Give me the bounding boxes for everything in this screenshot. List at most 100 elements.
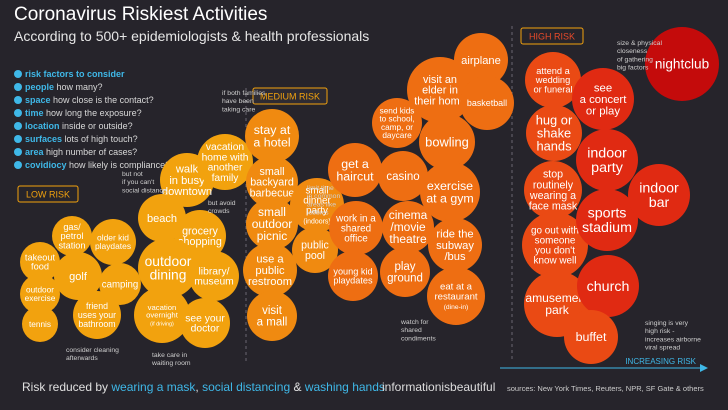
legend-key: location: [25, 121, 60, 131]
page-subtitle: According to 500+ epidemiologists & heal…: [14, 28, 370, 44]
bubble-label: takeout: [25, 253, 56, 263]
bubble-label: ride the: [436, 229, 473, 241]
risk-axis-label: INCREASING RISK: [625, 357, 696, 366]
bubble-circle: [378, 151, 428, 201]
bubble-label: get a: [341, 157, 369, 171]
location-bullet-icon: [14, 122, 22, 130]
space-bullet-icon: [14, 96, 22, 104]
bubble-label: tennis: [29, 320, 51, 329]
annotation-text: watch for: [400, 319, 429, 326]
surfaces-bullet-icon: [14, 135, 22, 143]
annotation-text: shared: [401, 327, 422, 334]
info-bullet-icon: [14, 70, 22, 78]
legend-desc: inside or outside?: [62, 121, 133, 131]
bubble-label: shopping: [178, 236, 222, 248]
bubble-circle: [189, 251, 239, 301]
activity-bubble: buffet: [564, 310, 618, 364]
bubble-label: someone: [535, 235, 576, 246]
bubble-circle: [524, 161, 582, 219]
bubble-label: casino: [386, 171, 419, 183]
bubble-circle: [20, 274, 60, 314]
bubble-label: work in a: [335, 213, 376, 224]
legend-row: space how close is the contact?: [14, 94, 170, 107]
bubble-circle: [180, 298, 230, 348]
bubble-circle: [564, 310, 618, 364]
bubble-label: visit: [262, 305, 283, 317]
bubble-circle: [247, 291, 297, 341]
risk-factors-legend: risk factors to consider people how many…: [14, 68, 170, 172]
activity-bubble: beach: [138, 194, 186, 242]
annotation-text: condiments: [401, 335, 436, 342]
bubble-label: /movie: [390, 220, 426, 234]
legend-desc: how close is the contact?: [53, 95, 154, 105]
bubble-label: see: [594, 82, 612, 94]
bubble-circle: [90, 219, 136, 265]
bubble-circle: [420, 162, 480, 222]
bubble-label: small: [258, 205, 286, 219]
bubble-label: (dine-in): [444, 304, 469, 311]
bubble-label: museum: [194, 277, 234, 288]
bubble-label: outdoor: [145, 254, 192, 269]
bubble-label: indoor: [587, 146, 627, 162]
bubble-circle: [22, 306, 58, 342]
bubble-circle: [138, 238, 198, 298]
annotation-text: limit time: [307, 185, 334, 192]
bubble-circle: [246, 156, 298, 208]
bubble-label: shared: [341, 223, 371, 234]
bubble-label: older kid: [97, 233, 129, 243]
footer-sep: &: [290, 380, 305, 394]
bubble-label: ground: [387, 273, 423, 285]
bubble-label: indoor: [639, 181, 679, 197]
activity-bubble: casino: [378, 151, 428, 201]
bubble-circle: [372, 98, 422, 148]
bubble-label: hands: [536, 138, 571, 153]
bubble-label: a concert: [580, 94, 628, 106]
risk-category-box: [520, 27, 584, 45]
annotation-text: have been: [222, 98, 254, 105]
annotation-text: viral spread: [645, 345, 680, 352]
legend-desc: lots of high touch?: [64, 134, 138, 144]
bubble-label: stay at: [254, 123, 291, 137]
bubble-label: know well: [534, 255, 577, 266]
bubble-label: shake: [537, 125, 571, 140]
bubble-label: exercise: [25, 294, 56, 303]
annotation-text: areas like: [307, 201, 336, 208]
bubble-label: to school,: [379, 115, 414, 124]
annotation-text: size & physical: [617, 40, 662, 47]
bubble-label: (if driving): [150, 321, 174, 327]
annotation-text: lobbies: [307, 210, 329, 217]
bubble-label: stop: [543, 169, 563, 181]
people-bullet-icon: [14, 83, 22, 91]
legend-desc: how many?: [56, 82, 103, 92]
bubble-label: outdoor: [252, 217, 293, 231]
bubble-circle: [197, 134, 253, 190]
activity-bubble: nightclub: [645, 27, 719, 101]
annotation-text: taking care: [222, 106, 255, 113]
footer-distancing: social distancing: [202, 380, 291, 394]
bubble-label: use a: [256, 254, 284, 266]
bubble-label: bar: [649, 195, 670, 211]
bubble-label: station: [58, 240, 85, 250]
bubble-label: walk: [175, 164, 199, 176]
bubble-label: their home: [414, 96, 466, 108]
annotation-text: if you can't: [122, 179, 154, 186]
risk-axis-arrow-icon: [700, 364, 708, 372]
legend-row: risk factors to consider: [14, 68, 170, 81]
